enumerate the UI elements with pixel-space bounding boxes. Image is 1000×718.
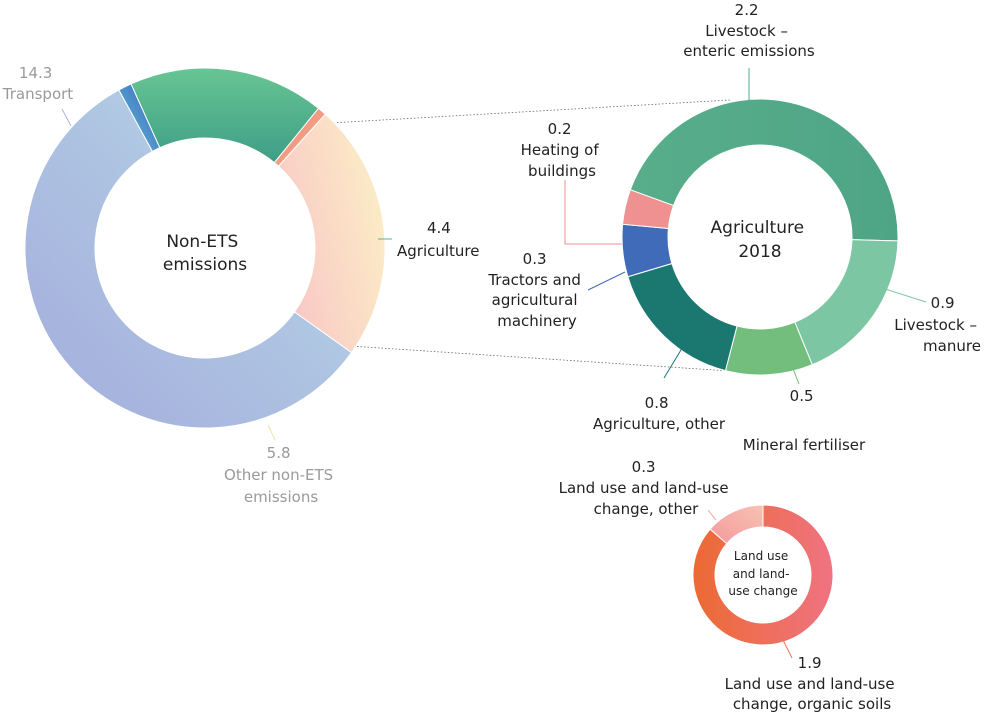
label-value: 0.2 [548, 120, 572, 138]
slice-livestock-manure [794, 239, 899, 366]
label-organic-soils: 1.9 Land use and land-use change, organi… [725, 654, 900, 713]
label-line: change, organic soils [733, 695, 892, 713]
center-line-1: Land use [734, 549, 788, 563]
label-line: machinery [497, 312, 577, 330]
label-line: Other non-ETS [224, 466, 333, 484]
center-label-land-use: Land use and land- use change [728, 549, 797, 598]
label-value: 2.2 [735, 1, 759, 19]
slice-transport [24, 89, 353, 429]
slice-agriculture-other [627, 262, 738, 372]
non-ets-donut [24, 67, 386, 429]
label-value: 0.3 [523, 250, 547, 268]
center-line-2: and land- [733, 567, 790, 581]
leader-fertiliser [791, 365, 800, 385]
label-line: change, other [594, 500, 700, 518]
label-value: 1.9 [798, 654, 822, 672]
label-value: 0.3 [632, 458, 656, 476]
leader-manure [884, 288, 927, 303]
center-line-3: use change [728, 584, 797, 598]
label-manure: 0.9 Livestock – manure [894, 294, 982, 355]
slice-heating-of-buildings [622, 189, 675, 230]
slice-livestock-enteric-emissions [629, 98, 899, 242]
label-agriculture: 4.4 Agriculture [397, 219, 480, 260]
label-ag-other: 0.8 Agriculture, other [593, 394, 726, 433]
label-line: Agriculture [397, 242, 480, 260]
label-other-non-ets: 5.8 Other non-ETS emissions [224, 444, 338, 506]
label-line: Tractors and [487, 271, 581, 289]
leader-tractors [587, 271, 626, 291]
label-value: 0.9 [931, 294, 955, 312]
leader-lines [61, 68, 927, 659]
label-enteric: 2.2 Livestock – enteric emissions [683, 1, 815, 60]
label-line: agricultural [492, 291, 578, 309]
center-label-agriculture: Agriculture 2018 [711, 218, 810, 262]
label-value: 4.4 [427, 219, 451, 237]
center-line-2: emissions [163, 255, 247, 275]
label-transport: 14.3 Transport [2, 64, 74, 103]
label-lulucf-other: 0.3 Land use and land-use change, other [559, 458, 734, 518]
label-heating: 0.2 Heating of buildings [521, 120, 604, 180]
label-line: Heating of [521, 141, 600, 159]
slice-land-use-and-land-use-change-other [709, 504, 764, 545]
label-tractors: 0.3 Tractors and agricultural machinery [487, 250, 585, 330]
label-fertiliser: 0.5 Mineral fertiliser [743, 387, 866, 454]
label-line: Land use and land-use [725, 675, 895, 693]
connector-top [329, 99, 731, 124]
center-line-1: Non-ETS [166, 232, 238, 252]
slice-other-non-ets-emissions [277, 113, 386, 354]
label-value: 5.8 [267, 444, 291, 462]
label-line: buildings [528, 162, 596, 180]
label-line: emissions [244, 488, 318, 506]
label-line: Agriculture, other [593, 415, 726, 433]
leader-lulucf-other [707, 509, 717, 521]
center-label-non-ets: Non-ETS emissions [163, 232, 247, 275]
leader-organic-soils [780, 635, 793, 659]
label-value: 14.3 [19, 64, 52, 82]
leader-transport [61, 108, 72, 127]
connector-bottom [349, 345, 746, 373]
label-line: Transport [2, 85, 74, 103]
center-line-2: 2018 [738, 242, 781, 262]
label-line: Mineral fertiliser [743, 436, 866, 454]
leader-other-non-ets [267, 424, 276, 441]
label-value: 0.8 [645, 394, 669, 412]
land-use-donut [692, 504, 834, 646]
leader-heating [564, 180, 622, 245]
label-line: manure [923, 337, 981, 355]
label-line: Livestock – [705, 22, 788, 40]
leader-ag-other [663, 344, 685, 379]
label-line: enteric emissions [683, 42, 815, 60]
center-line-1: Agriculture [711, 218, 805, 238]
label-line: Livestock – [894, 316, 977, 334]
label-value: 0.5 [790, 387, 814, 405]
agriculture-donut [621, 98, 899, 376]
label-line: Land use and land-use [559, 479, 729, 497]
slice-land-use-and-land-use-change-organic-soils [692, 504, 834, 646]
